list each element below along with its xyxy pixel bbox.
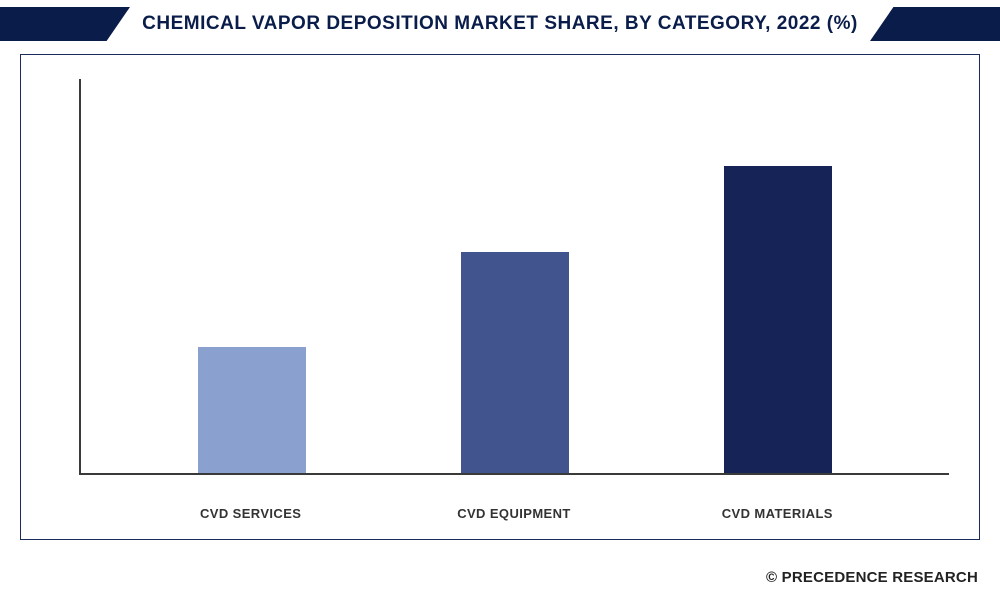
title-bar: CHEMICAL VAPOR DEPOSITION MARKET SHARE, … <box>0 0 1000 48</box>
bars-group <box>81 79 949 473</box>
attribution: © PRECEDENCE RESEARCH <box>766 569 978 586</box>
chart-container: CVD SERVICES CVD EQUIPMENT CVD MATERIALS <box>20 54 980 540</box>
bar-cvd-equipment <box>461 252 569 473</box>
x-label-2: CVD MATERIALS <box>712 506 842 521</box>
x-label-0: CVD SERVICES <box>186 506 316 521</box>
x-axis-labels: CVD SERVICES CVD EQUIPMENT CVD MATERIALS <box>79 506 949 521</box>
chart-title: CHEMICAL VAPOR DEPOSITION MARKET SHARE, … <box>142 13 858 35</box>
bar-cvd-services <box>198 347 306 473</box>
x-label-1: CVD EQUIPMENT <box>449 506 579 521</box>
plot-area <box>79 79 949 475</box>
bar-cvd-materials <box>724 166 832 473</box>
